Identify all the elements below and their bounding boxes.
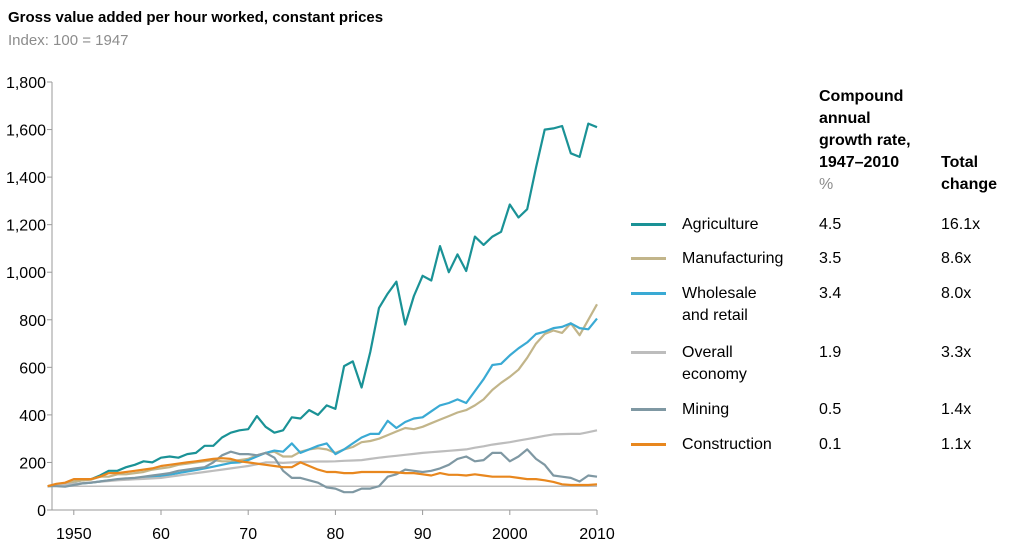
legend-label: Overall economy <box>682 342 747 386</box>
y-tick-label: 1,200 <box>6 218 46 235</box>
cagr-header-line: growth rate, <box>819 132 911 149</box>
total-change-value: 1.4x <box>941 401 972 418</box>
series-line-manufacturing <box>47 303 598 488</box>
y-tick-label: 600 <box>19 360 46 377</box>
cagr-header: Compound annual growth rate, 1947–2010 % <box>819 86 911 196</box>
series-line-mining <box>47 448 598 494</box>
legend-label-line: Construction <box>682 436 772 453</box>
total-header-line: Total <box>941 154 979 171</box>
y-tick-label: 0 <box>37 503 46 520</box>
cagr-value: 4.5 <box>819 216 842 233</box>
y-tick-label: 1,600 <box>6 123 46 140</box>
cagr-header-line: 1947–2010 <box>819 154 900 171</box>
legend-swatch <box>631 443 666 446</box>
legend-label: Construction <box>682 434 772 456</box>
legend-swatch <box>631 223 666 226</box>
cagr-value: 3.4 <box>819 285 842 302</box>
x-tick-label: 2010 <box>579 526 615 543</box>
legend-label-line: economy <box>682 366 747 383</box>
series-line-construction <box>47 457 598 488</box>
y-tick-label: 1,800 <box>6 75 46 92</box>
legend-swatch <box>631 257 666 260</box>
cagr-value: 0.1 <box>819 436 842 453</box>
x-tick-label: 70 <box>239 526 257 543</box>
cagr-value: 1.9 <box>819 344 842 361</box>
legend-swatch <box>631 351 666 354</box>
legend-label-line: and retail <box>682 307 748 324</box>
legend-label: Manufacturing <box>682 248 783 270</box>
series-line-agriculture <box>47 122 598 488</box>
legend-label-line: Agriculture <box>682 216 759 233</box>
legend-label: Mining <box>682 399 729 421</box>
x-tick-label: 60 <box>152 526 170 543</box>
legend-swatch <box>631 408 666 411</box>
total-change-value: 16.1x <box>941 216 981 233</box>
legend-label-line: Wholesale <box>682 285 757 302</box>
total-change-value: 1.1x <box>941 436 972 453</box>
y-tick-label: 200 <box>19 455 46 472</box>
cagr-unit: % <box>819 176 834 193</box>
legend-label: Wholesale and retail <box>682 283 757 327</box>
y-tick-label: 1,000 <box>6 265 46 282</box>
cagr-value: 0.5 <box>819 401 842 418</box>
y-tick-label: 1,400 <box>6 170 46 187</box>
x-tick-label: 80 <box>327 526 345 543</box>
chart-subtitle: Index: 100 = 1947 <box>8 32 129 49</box>
cagr-value: 3.5 <box>819 250 842 267</box>
total-change-value: 3.3x <box>941 344 972 361</box>
cagr-header-line: annual <box>819 110 871 127</box>
legend-label: Agriculture <box>682 214 758 236</box>
total-change-value: 8.0x <box>941 285 972 302</box>
chart-title: Gross value added per hour worked, const… <box>8 9 384 26</box>
legend-label-line: Mining <box>682 401 730 418</box>
legend-label-line: Overall <box>682 344 733 361</box>
total-change-value: 8.6x <box>941 250 972 267</box>
legend-swatch <box>631 292 666 295</box>
series-line-overall-economy <box>47 429 598 488</box>
x-tick-label: 90 <box>414 526 432 543</box>
x-tick-label: 2000 <box>492 526 528 543</box>
cagr-header-line: Compound <box>819 88 904 105</box>
y-tick-label: 800 <box>19 313 46 330</box>
total-header: Total change <box>941 152 997 196</box>
y-tick-label: 400 <box>19 408 46 425</box>
total-header-line: change <box>941 176 998 193</box>
x-tick-label: 1950 <box>56 526 92 543</box>
legend-label-line: Manufacturing <box>682 250 784 267</box>
